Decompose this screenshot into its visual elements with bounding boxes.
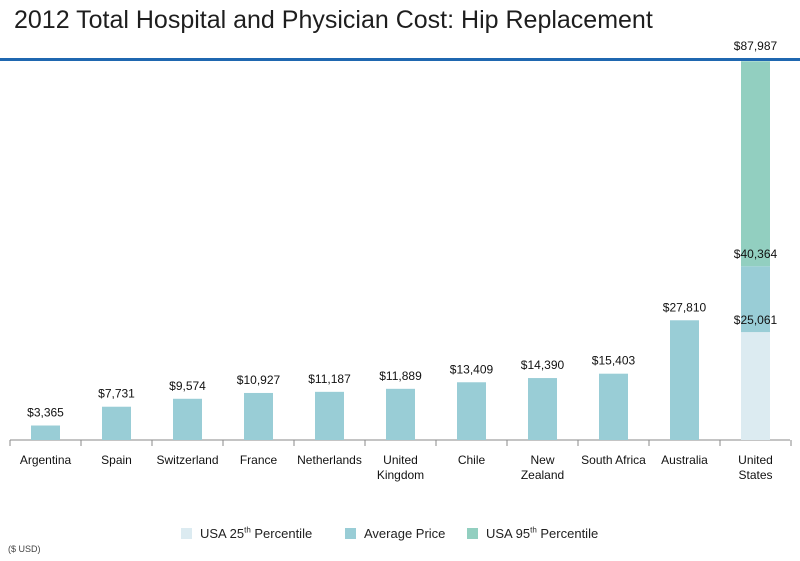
data-label-3: $10,927 bbox=[237, 373, 281, 387]
category-label-2: Switzerland bbox=[156, 453, 218, 467]
chart-legend: USA 25th Percentile Average Price USA 95… bbox=[0, 526, 800, 546]
legend-swatch-p25 bbox=[181, 528, 192, 539]
data-label-7: $14,390 bbox=[521, 358, 565, 372]
category-label-8: South Africa bbox=[581, 453, 646, 467]
data-label-us-p25: $25,061 bbox=[734, 313, 778, 327]
legend-item-average: Average Price bbox=[345, 526, 445, 541]
legend-label-p95: USA 95th Percentile bbox=[486, 525, 599, 541]
category-label-10: States bbox=[738, 468, 772, 482]
bar-9 bbox=[670, 320, 699, 440]
data-label-1: $7,731 bbox=[98, 387, 135, 401]
legend-label-p25: USA 25th Percentile bbox=[200, 525, 313, 541]
category-label-0: Argentina bbox=[20, 453, 72, 467]
currency-footnote: ($ USD) bbox=[8, 544, 41, 554]
data-label-0: $3,365 bbox=[27, 406, 64, 420]
bar-0 bbox=[31, 425, 60, 440]
data-label-4: $11,187 bbox=[308, 372, 351, 386]
data-label-2: $9,574 bbox=[169, 379, 206, 393]
legend-item-p25: USA 25th Percentile bbox=[181, 526, 312, 541]
category-label-10: United bbox=[738, 453, 773, 467]
category-label-1: Spain bbox=[101, 453, 132, 467]
category-label-9: Australia bbox=[661, 453, 708, 467]
bar-7 bbox=[528, 378, 557, 440]
category-label-6: Chile bbox=[458, 453, 486, 467]
category-label-5: Kingdom bbox=[377, 468, 424, 482]
bar-2 bbox=[173, 398, 202, 440]
bar-3 bbox=[244, 392, 273, 440]
title-divider bbox=[0, 58, 800, 61]
legend-swatch-average bbox=[345, 528, 356, 539]
data-label-us-average: $40,364 bbox=[734, 247, 778, 261]
bar-us-average bbox=[741, 266, 770, 333]
bar-us-p95 bbox=[741, 61, 770, 267]
category-label-5: United bbox=[383, 453, 418, 467]
category-label-7: Zealand bbox=[521, 468, 564, 482]
legend-item-p95: USA 95th Percentile bbox=[467, 526, 598, 541]
bar-1 bbox=[102, 406, 131, 440]
category-label-7: New bbox=[530, 453, 554, 467]
bar-chart: $3,365 Argentina $7,731 Spain $9,574 Switzerl… bbox=[9, 39, 792, 482]
category-label-3: France bbox=[240, 453, 278, 467]
data-label-9: $27,810 bbox=[663, 300, 707, 314]
bar-us-p25 bbox=[741, 332, 770, 440]
data-label-8: $15,403 bbox=[592, 354, 636, 368]
chart-title: 2012 Total Hospital and Physician Cost: … bbox=[14, 6, 653, 34]
data-label-us-p95: $87,987 bbox=[734, 39, 778, 53]
category-label-4: Netherlands bbox=[297, 453, 362, 467]
bar-6 bbox=[457, 382, 486, 440]
legend-swatch-p95 bbox=[467, 528, 478, 539]
bar-5 bbox=[386, 388, 415, 440]
legend-label-average: Average Price bbox=[364, 526, 446, 541]
data-label-5: $11,889 bbox=[379, 369, 422, 383]
bar-4 bbox=[315, 391, 344, 440]
bar-8 bbox=[599, 373, 628, 440]
data-label-6: $13,409 bbox=[450, 362, 494, 376]
